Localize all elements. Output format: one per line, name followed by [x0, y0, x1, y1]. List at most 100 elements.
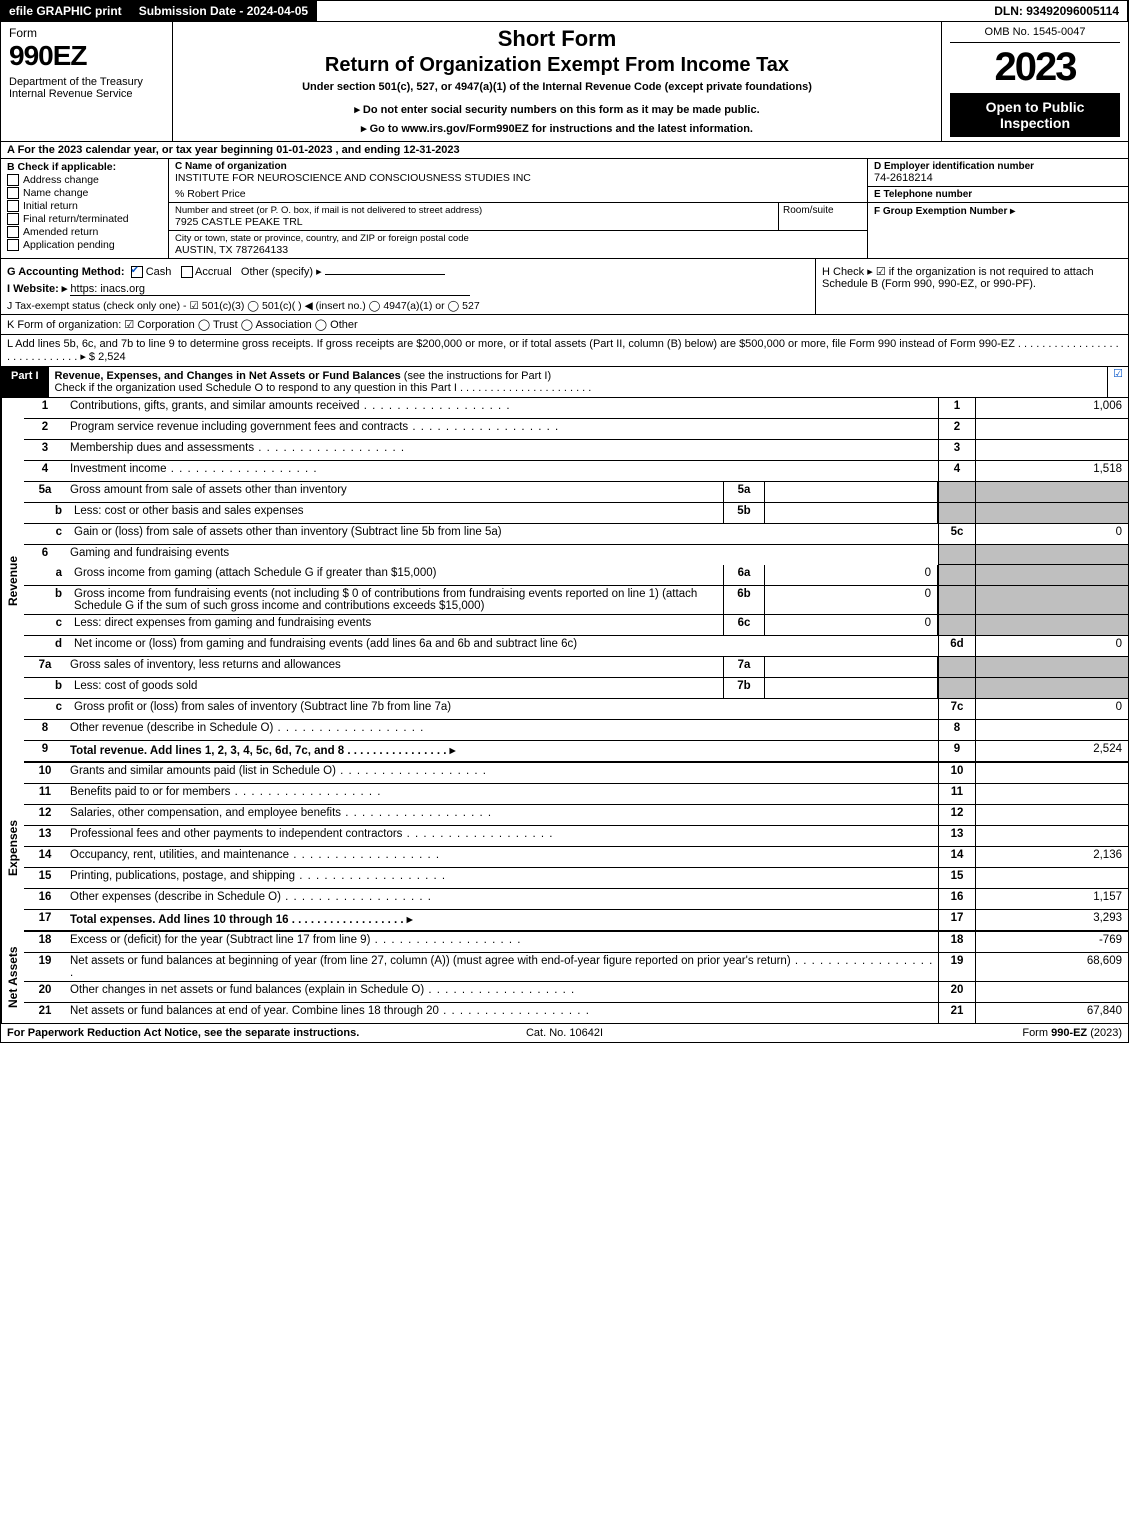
- line-3: 3Membership dues and assessments3: [24, 440, 1128, 461]
- line-16: 16Other expenses (describe in Schedule O…: [24, 889, 1128, 910]
- net-assets-side-label: Net Assets: [1, 932, 24, 1023]
- line-7a: 7aGross sales of inventory, less returns…: [24, 657, 1128, 678]
- line-6: 6Gaming and fundraising events: [24, 545, 1128, 565]
- line-14: 14Occupancy, rent, utilities, and mainte…: [24, 847, 1128, 868]
- part-1-tag: Part I: [1, 367, 49, 397]
- revenue-side-label: Revenue: [1, 398, 24, 763]
- subtitle: Under section 501(c), 527, or 4947(a)(1)…: [181, 81, 933, 93]
- chk-initial-return[interactable]: Initial return: [7, 200, 162, 212]
- line-21: 21Net assets or fund balances at end of …: [24, 1003, 1128, 1023]
- line-7b: bLess: cost of goods sold7b: [24, 678, 1128, 699]
- row-k-form-org: K Form of organization: ☑ Corporation ◯ …: [0, 315, 1129, 335]
- street-address: 7925 CASTLE PEAKE TRL: [175, 216, 772, 228]
- care-of: % Robert Price: [175, 188, 861, 200]
- line-6a: aGross income from gaming (attach Schedu…: [24, 565, 1128, 586]
- tax-year: 2023: [950, 47, 1120, 87]
- line-4: 4Investment income41,518: [24, 461, 1128, 482]
- line-8: 8Other revenue (describe in Schedule O)8: [24, 720, 1128, 741]
- omb-number: OMB No. 1545-0047: [950, 26, 1120, 43]
- line-5a: 5aGross amount from sale of assets other…: [24, 482, 1128, 503]
- title-return: Return of Organization Exempt From Incom…: [181, 54, 933, 77]
- block-bcdef: B Check if applicable: Address change Na…: [0, 159, 1129, 259]
- expenses-section: Expenses 10Grants and similar amounts pa…: [0, 763, 1129, 932]
- expenses-side-label: Expenses: [1, 763, 24, 932]
- line-19: 19Net assets or fund balances at beginni…: [24, 953, 1128, 982]
- col-c-org-info: C Name of organization INSTITUTE FOR NEU…: [169, 159, 867, 258]
- line-20: 20Other changes in net assets or fund ba…: [24, 982, 1128, 1003]
- line-12: 12Salaries, other compensation, and empl…: [24, 805, 1128, 826]
- line-6b: bGross income from fundraising events (n…: [24, 586, 1128, 615]
- footer-left: For Paperwork Reduction Act Notice, see …: [7, 1027, 379, 1039]
- header-left: Form 990EZ Department of the Treasury In…: [1, 22, 173, 141]
- form-header: Form 990EZ Department of the Treasury In…: [0, 22, 1129, 142]
- line-2: 2Program service revenue including gover…: [24, 419, 1128, 440]
- chk-application-pending[interactable]: Application pending: [7, 239, 162, 251]
- open-to-public: Open to Public Inspection: [950, 93, 1120, 137]
- net-assets-section: Net Assets 18Excess or (deficit) for the…: [0, 932, 1129, 1024]
- efile-print[interactable]: efile GRAPHIC print: [1, 1, 131, 21]
- other-specify-input[interactable]: [325, 274, 445, 275]
- b-header: B Check if applicable:: [7, 161, 162, 173]
- chk-amended-return[interactable]: Amended return: [7, 226, 162, 238]
- c-name-block: C Name of organization INSTITUTE FOR NEU…: [169, 159, 867, 203]
- header-center: Short Form Return of Organization Exempt…: [173, 22, 942, 141]
- c-name-label: C Name of organization: [175, 161, 861, 172]
- chk-address-change[interactable]: Address change: [7, 174, 162, 186]
- col-gij: G Accounting Method: Cash Accrual Other …: [1, 259, 815, 314]
- chk-name-change[interactable]: Name change: [7, 187, 162, 199]
- col-b-checkboxes: B Check if applicable: Address change Na…: [1, 159, 169, 258]
- f-label: F Group Exemption Number ▸: [874, 206, 1015, 217]
- chk-final-return[interactable]: Final return/terminated: [7, 213, 162, 225]
- dln: DLN: 93492096005114: [986, 1, 1128, 21]
- title-short-form: Short Form: [181, 26, 933, 52]
- d-ein-block: D Employer identification number 74-2618…: [868, 159, 1128, 187]
- line-13: 13Professional fees and other payments t…: [24, 826, 1128, 847]
- ssn-warning: ▸ Do not enter social security numbers o…: [181, 103, 933, 116]
- row-l-gross-receipts: L Add lines 5b, 6c, and 7b to line 9 to …: [0, 335, 1129, 367]
- website-value[interactable]: https: inacs.org: [70, 283, 470, 296]
- c-city-block: City or town, state or province, country…: [169, 231, 867, 258]
- city-state-zip: AUSTIN, TX 787264133: [175, 244, 861, 256]
- line-18: 18Excess or (deficit) for the year (Subt…: [24, 932, 1128, 953]
- row-g-accounting: G Accounting Method: Cash Accrual Other …: [1, 259, 815, 280]
- header-right: OMB No. 1545-0047 2023 Open to Public In…: [942, 22, 1128, 141]
- chk-cash[interactable]: [131, 266, 143, 278]
- room-suite: Room/suite: [778, 203, 867, 231]
- line-7c: cGross profit or (loss) from sales of in…: [24, 699, 1128, 720]
- d-label: D Employer identification number: [874, 161, 1122, 172]
- instructions-link[interactable]: ▸ Go to www.irs.gov/Form990EZ for instru…: [181, 122, 933, 135]
- c-city-label: City or town, state or province, country…: [175, 233, 861, 244]
- chk-accrual[interactable]: [181, 266, 193, 278]
- form-number: 990EZ: [9, 40, 164, 72]
- line-6c: cLess: direct expenses from gaming and f…: [24, 615, 1128, 636]
- submission-date: Submission Date - 2024-04-05: [131, 1, 317, 21]
- row-i-website: I Website: ▸ https: inacs.org: [1, 280, 815, 298]
- footer-right: Form Form 990-EZ (2023)990-EZ (2023): [750, 1027, 1122, 1039]
- c-addr-block: Number and street (or P. O. box, if mail…: [169, 203, 867, 231]
- col-def: D Employer identification number 74-2618…: [867, 159, 1128, 258]
- e-label: E Telephone number: [874, 189, 1122, 200]
- block-ghij: G Accounting Method: Cash Accrual Other …: [0, 259, 1129, 315]
- page-footer: For Paperwork Reduction Act Notice, see …: [0, 1024, 1129, 1043]
- line-5b: bLess: cost or other basis and sales exp…: [24, 503, 1128, 524]
- part-1-title: Revenue, Expenses, and Changes in Net As…: [49, 367, 1107, 397]
- form-word: Form: [9, 26, 164, 40]
- line-15: 15Printing, publications, postage, and s…: [24, 868, 1128, 889]
- line-9: 9Total revenue. Add lines 1, 2, 3, 4, 5c…: [24, 741, 1128, 763]
- c-addr-label: Number and street (or P. O. box, if mail…: [175, 205, 772, 216]
- row-j-tax-exempt: J Tax-exempt status (check only one) - ☑…: [1, 298, 815, 314]
- part-1-schedule-o-check[interactable]: ☑: [1107, 367, 1128, 397]
- revenue-section: Revenue 1Contributions, gifts, grants, a…: [0, 398, 1129, 763]
- row-a-tax-year: A For the 2023 calendar year, or tax yea…: [0, 142, 1129, 159]
- part-1-header: Part I Revenue, Expenses, and Changes in…: [0, 367, 1129, 398]
- line-17: 17Total expenses. Add lines 10 through 1…: [24, 910, 1128, 932]
- dept-treasury: Department of the Treasury Internal Reve…: [9, 76, 164, 100]
- top-bar: efile GRAPHIC print Submission Date - 20…: [0, 0, 1129, 22]
- line-10: 10Grants and similar amounts paid (list …: [24, 763, 1128, 784]
- line-11: 11Benefits paid to or for members11: [24, 784, 1128, 805]
- line-1: 1Contributions, gifts, grants, and simil…: [24, 398, 1128, 419]
- line-6d: dNet income or (loss) from gaming and fu…: [24, 636, 1128, 657]
- e-phone-block: E Telephone number: [868, 187, 1128, 203]
- f-group-exemption: F Group Exemption Number ▸: [868, 203, 1128, 219]
- footer-center: Cat. No. 10642I: [379, 1027, 751, 1039]
